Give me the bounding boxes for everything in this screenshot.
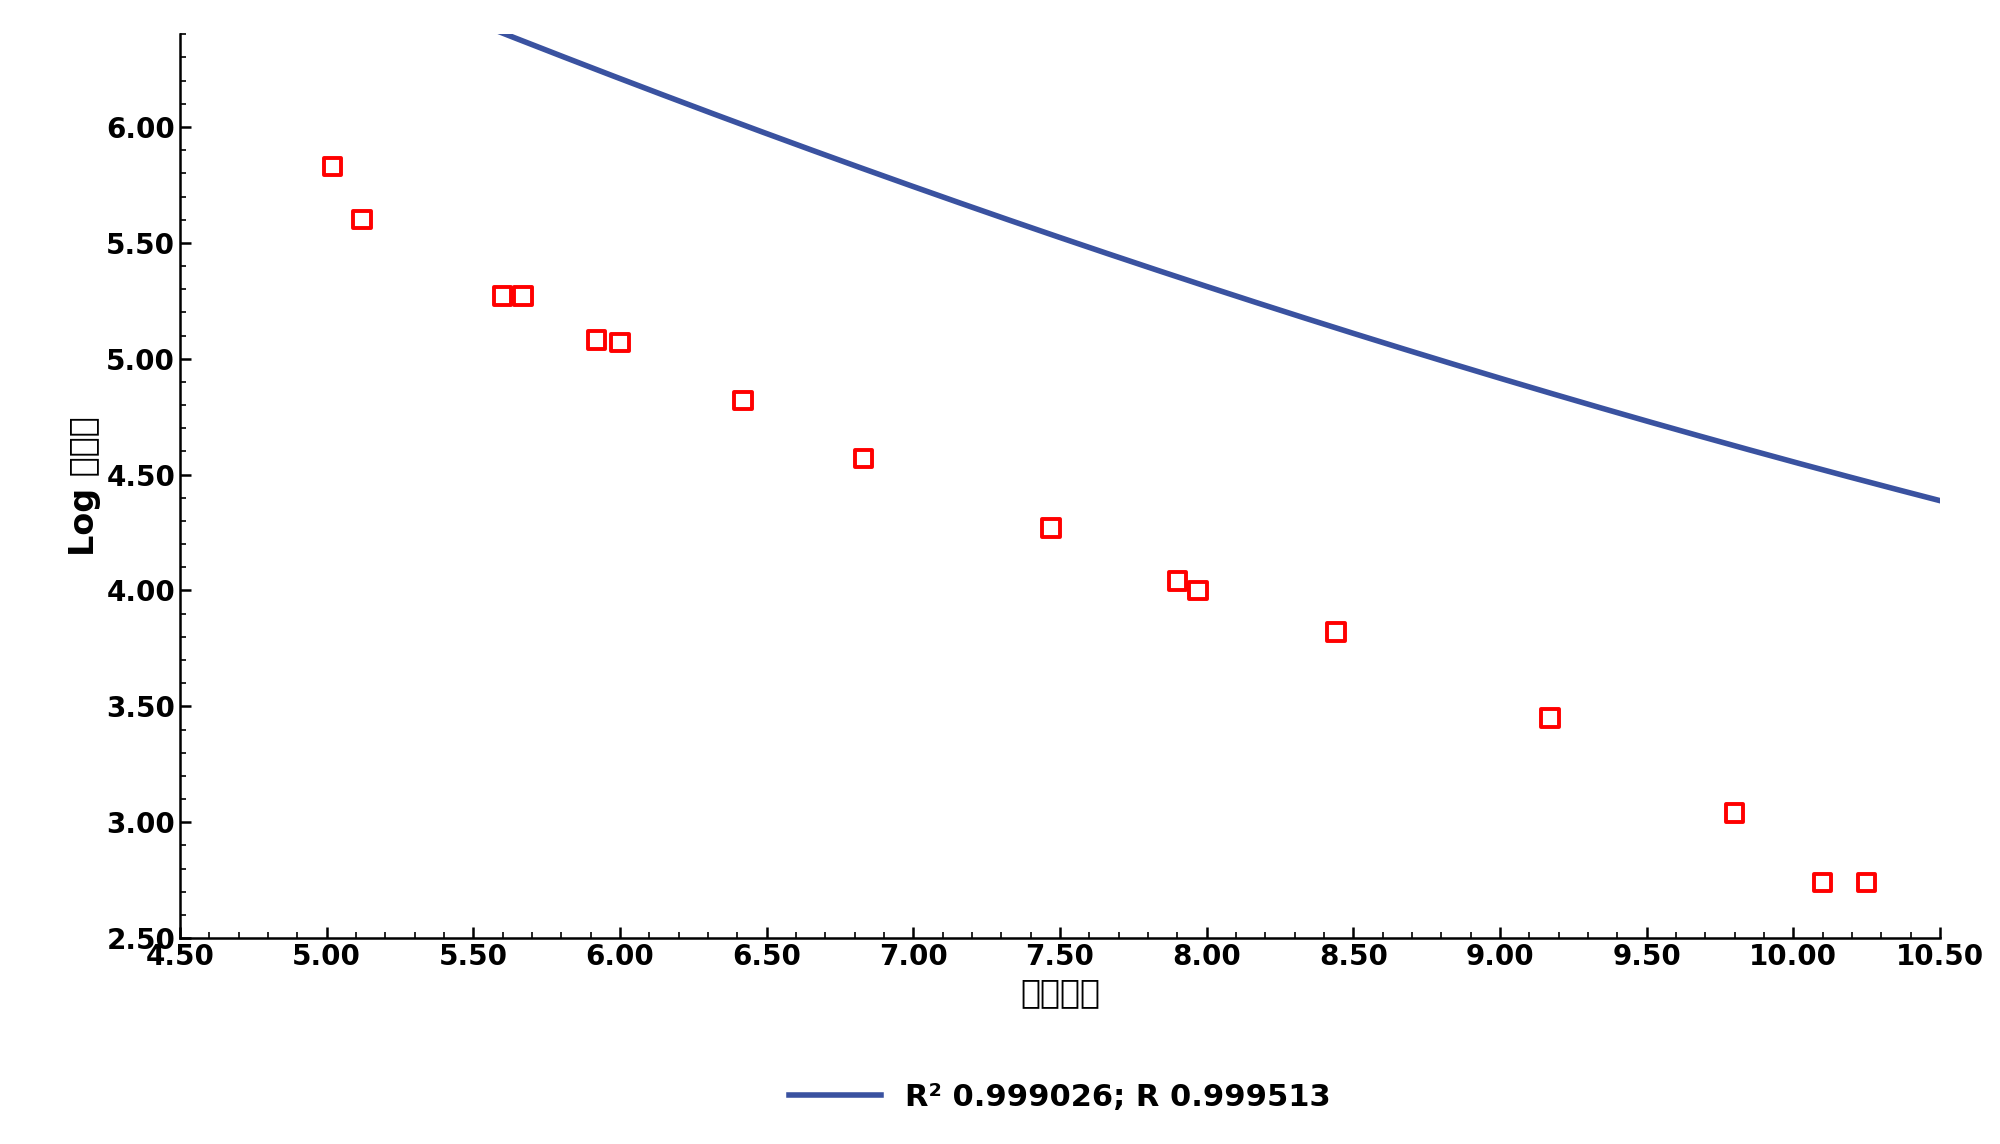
Point: [1850, 873, 1882, 891]
Point: [604, 333, 636, 351]
Point: [848, 450, 880, 468]
Point: [728, 391, 760, 410]
R² 0.999026; R 0.999513: [1120, 255, 1144, 269]
Legend: R² 0.999026; R 0.999513: R² 0.999026; R 0.999513: [776, 1071, 1344, 1125]
Point: [1534, 709, 1566, 728]
R² 0.999026; R 0.999513: [1886, 483, 1910, 496]
Point: [1182, 581, 1214, 599]
Point: [1162, 572, 1194, 590]
Point: [1718, 804, 1750, 823]
Point: [316, 157, 348, 175]
Point: [346, 210, 378, 229]
X-axis label: 保持時間: 保持時間: [1020, 977, 1100, 1009]
R² 0.999026; R 0.999513: [1928, 494, 1952, 508]
R² 0.999026; R 0.999513: [1004, 215, 1028, 229]
Point: [508, 287, 540, 305]
Y-axis label: Log 分子量: Log 分子量: [68, 416, 100, 556]
Point: [1320, 623, 1352, 642]
R² 0.999026; R 0.999513: [1216, 286, 1240, 300]
R² 0.999026; R 0.999513: [1610, 407, 1634, 421]
Point: [1036, 518, 1068, 537]
Point: [1806, 873, 1838, 891]
Line: R² 0.999026; R 0.999513: R² 0.999026; R 0.999513: [180, 0, 1940, 501]
Point: [486, 287, 518, 305]
R² 0.999026; R 0.999513: [1014, 220, 1038, 233]
Point: [580, 331, 612, 349]
